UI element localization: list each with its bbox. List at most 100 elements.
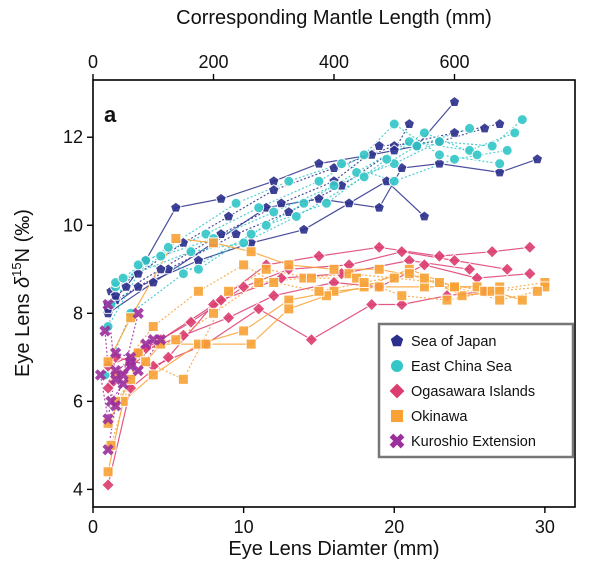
sea-of-japan-point <box>343 197 355 209</box>
kuroshio-extension-point <box>140 338 152 350</box>
kuroshio-extension-point <box>109 347 122 359</box>
east-china-sea-point <box>177 268 189 280</box>
east-china-sea-point <box>433 136 445 148</box>
ogasawara-islands-point <box>394 244 409 259</box>
ogasawara-islands-point <box>266 288 281 303</box>
okinawa-point <box>268 276 280 288</box>
top-x-axis: 0 200 400 600 <box>88 52 470 80</box>
ogasawara-islands-point <box>522 266 537 281</box>
legend-marker-kuroshio-extension <box>389 433 405 449</box>
kuroshio-extension-point <box>105 395 117 408</box>
kuroshio-extension-point <box>102 298 114 311</box>
ogasawara-islands-point <box>161 350 176 365</box>
legend-marker-ogasawara-islands <box>388 382 406 400</box>
okinawa-point <box>170 232 182 244</box>
okinawa-point <box>516 294 528 306</box>
east-china-sea-point <box>449 153 460 165</box>
okinawa-point <box>403 268 415 280</box>
okinawa-point <box>531 285 543 297</box>
y-tick-label: 6 <box>73 391 83 411</box>
ogasawara-islands-point <box>251 301 266 316</box>
east-china-sea-point <box>283 175 295 187</box>
ogasawara-islands-point <box>372 240 387 255</box>
east-china-sea-point <box>238 237 250 249</box>
okinawa-point <box>388 272 400 284</box>
kuroshio-extension-point <box>109 373 122 386</box>
ogasawara-islands-point <box>311 249 326 264</box>
ogasawara-islands-point <box>394 297 409 312</box>
ogasawara-islands-point <box>101 381 116 396</box>
okinawa-point <box>192 285 204 297</box>
kuroshio-extension-point <box>124 360 137 372</box>
sea-of-japan-point <box>267 183 280 195</box>
top-tick-label: 200 <box>198 52 228 72</box>
ogasawara-islands-point <box>417 257 432 272</box>
ogasawara-islands-point <box>236 279 251 294</box>
sea-of-japan-point <box>120 280 132 292</box>
kuroshio-extension-line <box>107 313 139 450</box>
sea-of-japan-point <box>215 227 227 239</box>
kuroshio-extension-point <box>102 444 114 456</box>
okinawa-point <box>238 325 250 337</box>
ogasawara-islands-point <box>214 293 228 308</box>
legend-box <box>377 322 575 459</box>
sea-of-japan-point <box>388 144 401 156</box>
east-china-sea-point <box>328 180 340 192</box>
east-china-sea-point <box>320 197 332 209</box>
ogasawara-islands-point <box>183 315 198 330</box>
okinawa-point <box>140 356 152 368</box>
sea-of-japan-point <box>433 157 446 169</box>
okinawa-point <box>238 259 250 271</box>
okinawa-point <box>373 281 385 293</box>
east-china-sea-point <box>290 210 302 222</box>
bottom-x-axis: 0 10 20 30 <box>88 507 555 537</box>
east-china-sea-point <box>192 263 204 275</box>
okinawa-point <box>433 276 445 288</box>
sea-of-japan-point <box>275 197 288 209</box>
east-china-sea-point <box>464 122 476 134</box>
ogasawara-islands-point <box>304 332 319 347</box>
y-tick-label: 4 <box>73 479 83 499</box>
x-tick-label: 30 <box>535 517 555 537</box>
east-china-sea-point <box>516 114 528 126</box>
chart-legend: Sea of Japan East China Sea Ogasawara Isla… <box>377 322 575 459</box>
okinawa-point <box>313 285 325 297</box>
kuroshio-extension-point <box>155 334 167 346</box>
kuroshio-extension-point <box>117 369 129 381</box>
okinawa-point <box>223 285 235 297</box>
okinawa-point <box>177 373 189 385</box>
east-china-sea-point <box>418 127 430 139</box>
okinawa-point <box>373 263 385 275</box>
okinawa-point <box>328 263 340 275</box>
sea-of-japan-point <box>373 139 385 151</box>
y-axis-title-delta: δ <box>12 276 34 288</box>
east-china-sea-point <box>388 118 400 130</box>
top-tick-label: 400 <box>319 52 349 72</box>
east-china-sea-point <box>268 206 280 218</box>
east-china-sea-point <box>471 149 483 161</box>
east-china-sea-point <box>155 250 167 262</box>
east-china-sea-point <box>358 149 370 161</box>
east-china-sea-point <box>509 127 521 139</box>
x-axis-title: Eye Lens Diamter (mm) <box>228 538 439 560</box>
east-china-sea-point <box>433 149 445 161</box>
okinawa-point <box>245 338 257 350</box>
ogasawara-islands-point <box>522 240 537 255</box>
sea-of-japan-point <box>109 289 122 301</box>
okinawa-point <box>170 334 182 346</box>
okinawa-point <box>200 338 212 350</box>
x-tick-label: 10 <box>234 517 254 537</box>
kuroshio-extension-point <box>102 413 114 425</box>
sea-of-japan-point <box>493 166 506 178</box>
sea-of-japan-point <box>230 227 242 239</box>
east-china-sea-point <box>486 140 498 152</box>
sea-of-japan-point <box>478 122 491 134</box>
x-tick-label: 20 <box>384 517 404 537</box>
east-china-sea-point <box>185 246 197 258</box>
ogasawara-islands-point <box>462 262 477 277</box>
sea-of-japan-point <box>418 210 431 222</box>
sea-of-japan-point <box>155 263 167 275</box>
okinawa-point <box>283 259 295 271</box>
